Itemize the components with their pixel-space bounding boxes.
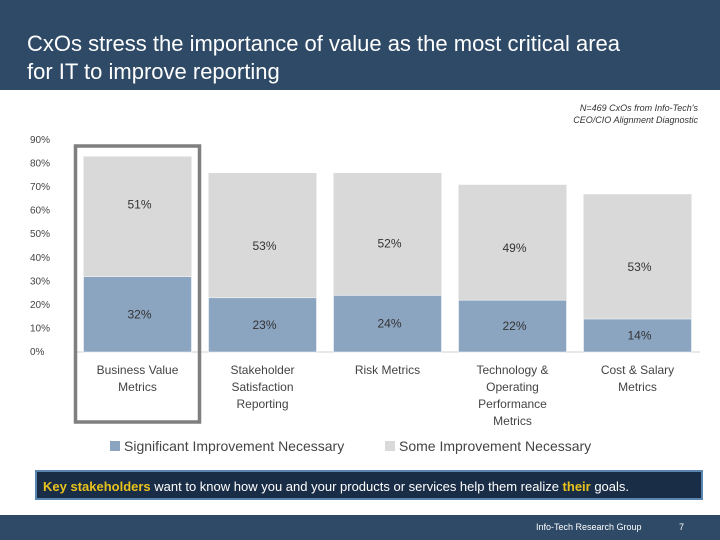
bar-some-improvement: [458, 184, 567, 301]
x-tick-label: Cost & Salary: [601, 363, 674, 377]
legend-swatch-significant: [110, 441, 120, 451]
x-tick-label: Stakeholder: [230, 363, 294, 377]
data-label-significant: 23%: [252, 318, 276, 332]
y-tick-label: 70%: [30, 182, 50, 193]
highlight-box: [73, 144, 202, 424]
callout-end: goals.: [590, 479, 630, 494]
y-tick-label: 60%: [30, 206, 50, 217]
footer-org: Info-Tech Research Group: [536, 522, 642, 532]
x-tick-label: Operating: [486, 380, 539, 394]
data-label-some: 53%: [627, 260, 651, 274]
slide-header: CxOs stress the importance of value as t…: [0, 0, 720, 90]
legend-label-significant: Significant Improvement Necessary: [124, 438, 344, 454]
x-tick-label: Risk Metrics: [355, 363, 420, 377]
bar-significant-improvement: [333, 295, 442, 353]
callout-highlight-2: their: [562, 479, 591, 494]
x-tick-label: Satisfaction: [231, 380, 293, 394]
slide-footer: Info-Tech Research Group 7: [0, 515, 720, 540]
data-label-significant: 24%: [377, 317, 401, 331]
note-line-1: N=469 CxOs from Info-Tech's: [579, 103, 698, 113]
data-label-some: 52%: [377, 236, 401, 250]
note-line-2: CEO/CIO Alignment Diagnostic: [573, 115, 698, 125]
title-line-1: CxOs stress the importance of value as t…: [27, 31, 621, 56]
sample-note: N=469 CxOs from Info-Tech's CEO/CIO Alig…: [498, 102, 698, 126]
callout-box: Key stakeholders want to know how you an…: [35, 470, 703, 500]
stacked-bar-chart: 0% 10% 20% 30% 40% 50% 60% 70% 80% 90% 51% 32% Busin…: [30, 135, 700, 454]
y-tick-label: 20%: [30, 300, 50, 311]
callout-middle: want to know how you and your products o…: [150, 479, 563, 494]
data-label-some: 51%: [127, 198, 151, 212]
title-line-2: for IT to improve reporting: [27, 59, 280, 84]
data-label-some: 53%: [252, 239, 276, 253]
x-tick-label: Performance: [478, 397, 547, 411]
bar-some-improvement: [208, 172, 317, 298]
y-tick-label: 0%: [30, 347, 45, 358]
bar-some-improvement: [333, 172, 442, 296]
y-tick-label: 90%: [30, 135, 50, 146]
data-label-significant: 22%: [502, 319, 526, 333]
x-tick-label: Metrics: [118, 380, 157, 394]
page-number: 7: [679, 522, 685, 532]
legend-swatch-some: [385, 441, 395, 451]
legend-label-some: Some Improvement Necessary: [399, 438, 591, 454]
x-tick-label: Metrics: [493, 414, 532, 428]
callout-text: Key stakeholders want to know how you an…: [43, 479, 629, 494]
data-label-some: 49%: [502, 241, 526, 255]
x-tick-label: Metrics: [618, 380, 657, 394]
callout-highlight-1: Key stakeholders: [43, 479, 151, 494]
bar-significant-improvement: [458, 299, 567, 353]
y-tick-label: 40%: [30, 253, 50, 264]
data-label-significant: 14%: [627, 329, 651, 343]
slide-title: CxOs stress the importance of value as t…: [27, 30, 707, 86]
bar-significant-improvement: [208, 297, 317, 353]
y-tick-label: 10%: [30, 323, 50, 334]
y-tick-label: 30%: [30, 276, 50, 287]
data-label-significant: 32%: [127, 307, 151, 321]
bar-significant-improvement: [583, 318, 692, 353]
bar-significant-improvement: [83, 276, 192, 353]
y-tick-label: 50%: [30, 229, 50, 240]
x-tick-label: Business Value: [97, 363, 179, 377]
bar-some-improvement: [583, 194, 692, 320]
bar-some-improvement: [83, 156, 192, 277]
x-tick-label: Reporting: [236, 397, 288, 411]
y-tick-label: 80%: [30, 159, 50, 170]
x-tick-label: Technology &: [476, 363, 548, 377]
